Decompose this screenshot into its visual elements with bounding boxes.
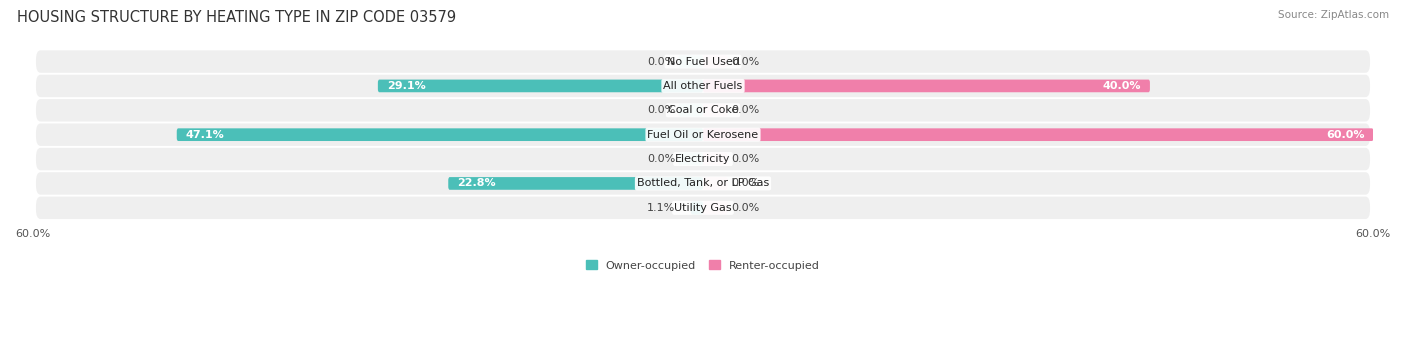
Text: No Fuel Used: No Fuel Used — [666, 57, 740, 66]
Text: 0.0%: 0.0% — [647, 105, 675, 115]
Text: 0.0%: 0.0% — [731, 57, 759, 66]
FancyBboxPatch shape — [37, 123, 1369, 146]
FancyBboxPatch shape — [703, 55, 727, 68]
FancyBboxPatch shape — [703, 79, 1150, 92]
Text: 1.1%: 1.1% — [647, 203, 675, 213]
Text: Bottled, Tank, or LP Gas: Bottled, Tank, or LP Gas — [637, 178, 769, 189]
FancyBboxPatch shape — [37, 197, 1369, 219]
FancyBboxPatch shape — [703, 202, 727, 214]
FancyBboxPatch shape — [703, 177, 727, 190]
Text: 0.0%: 0.0% — [647, 57, 675, 66]
Text: 0.0%: 0.0% — [731, 203, 759, 213]
Text: Utility Gas: Utility Gas — [675, 203, 731, 213]
FancyBboxPatch shape — [679, 104, 703, 117]
Text: Fuel Oil or Kerosene: Fuel Oil or Kerosene — [647, 130, 759, 140]
Text: 0.0%: 0.0% — [647, 154, 675, 164]
Text: Coal or Coke: Coal or Coke — [668, 105, 738, 115]
FancyBboxPatch shape — [37, 99, 1369, 121]
Text: 0.0%: 0.0% — [731, 105, 759, 115]
FancyBboxPatch shape — [37, 75, 1369, 97]
Text: Electricity: Electricity — [675, 154, 731, 164]
Text: 22.8%: 22.8% — [457, 178, 496, 189]
FancyBboxPatch shape — [690, 202, 703, 214]
FancyBboxPatch shape — [679, 153, 703, 165]
FancyBboxPatch shape — [679, 55, 703, 68]
FancyBboxPatch shape — [378, 79, 703, 92]
Text: Source: ZipAtlas.com: Source: ZipAtlas.com — [1278, 10, 1389, 20]
Text: 0.0%: 0.0% — [731, 178, 759, 189]
Text: 47.1%: 47.1% — [186, 130, 225, 140]
Text: All other Fuels: All other Fuels — [664, 81, 742, 91]
FancyBboxPatch shape — [37, 50, 1369, 73]
Text: 0.0%: 0.0% — [731, 154, 759, 164]
FancyBboxPatch shape — [449, 177, 703, 190]
FancyBboxPatch shape — [703, 128, 1374, 141]
Text: 29.1%: 29.1% — [387, 81, 426, 91]
Legend: Owner-occupied, Renter-occupied: Owner-occupied, Renter-occupied — [581, 256, 825, 275]
Text: HOUSING STRUCTURE BY HEATING TYPE IN ZIP CODE 03579: HOUSING STRUCTURE BY HEATING TYPE IN ZIP… — [17, 10, 456, 25]
FancyBboxPatch shape — [37, 148, 1369, 170]
FancyBboxPatch shape — [177, 128, 703, 141]
Text: 60.0%: 60.0% — [1326, 130, 1364, 140]
FancyBboxPatch shape — [703, 104, 727, 117]
FancyBboxPatch shape — [703, 153, 727, 165]
Text: 40.0%: 40.0% — [1102, 81, 1142, 91]
FancyBboxPatch shape — [37, 172, 1369, 195]
